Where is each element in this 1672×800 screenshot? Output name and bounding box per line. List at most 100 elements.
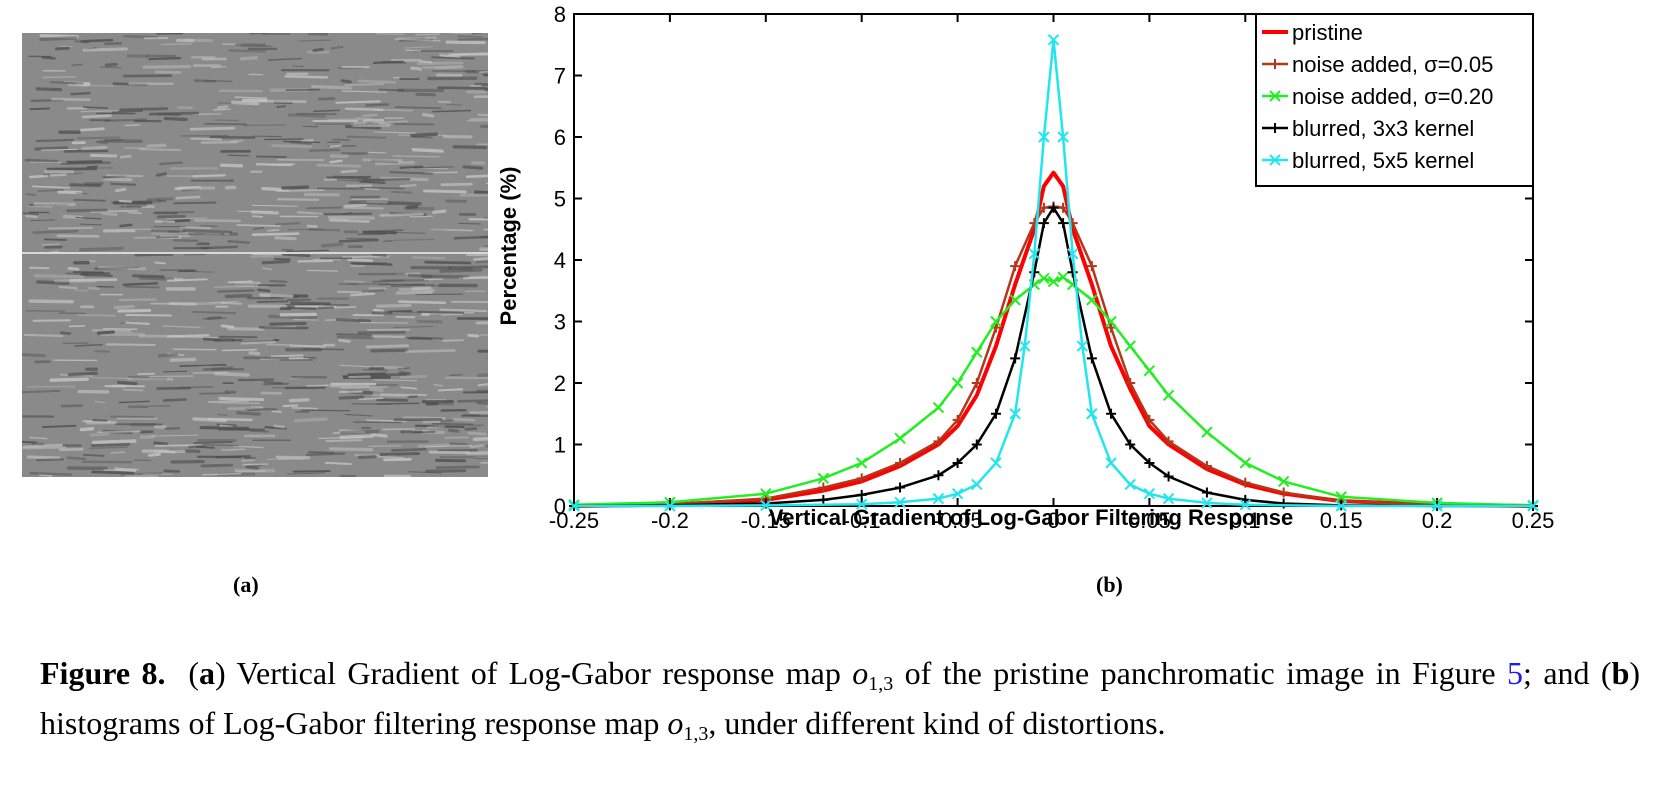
legend-marker — [1270, 59, 1280, 69]
data-point — [1144, 414, 1155, 425]
caption-text: of the pristine panchromatic image in Fi… — [893, 655, 1508, 691]
x-tick-label: -0.15 — [741, 508, 791, 533]
data-point — [952, 457, 963, 468]
data-point — [1057, 131, 1069, 143]
data-point — [1067, 267, 1078, 278]
data-point — [1106, 408, 1117, 419]
data-point — [1086, 408, 1098, 420]
data-point — [1162, 389, 1175, 402]
y-tick-label: 0 — [554, 494, 566, 519]
data-point — [1239, 499, 1252, 511]
legend-label: noise added, σ=0.05 — [1292, 52, 1493, 77]
x-tick-label: 0.25 — [1512, 508, 1555, 533]
y-tick-label: 8 — [554, 2, 566, 27]
data-point — [951, 377, 964, 389]
legend-label: pristine — [1292, 20, 1363, 45]
y-tick-label: 1 — [554, 433, 566, 458]
caption-o-symbol: o — [852, 655, 869, 691]
data-point — [1239, 457, 1252, 469]
legend-marker — [1269, 90, 1281, 102]
data-point — [1125, 439, 1136, 450]
legend-entry: blurred, 3x3 kernel — [1262, 116, 1474, 141]
x-axis-title: Vertical Gradient of Log-Gabor Filtering… — [769, 505, 1293, 530]
legend-entry: blurred, 5x5 kernel — [1262, 148, 1474, 173]
y-tick-label: 5 — [554, 187, 566, 212]
figure-caption: Figure 8. (a) Vertical Gradient of Log-G… — [40, 648, 1640, 748]
data-point — [894, 496, 906, 509]
data-point — [1240, 477, 1251, 488]
figure-ref-link[interactable]: 5 — [1507, 655, 1524, 691]
data-point — [818, 482, 829, 493]
data-point — [760, 487, 772, 500]
data-point — [1163, 436, 1174, 447]
data-point — [1066, 248, 1079, 260]
caption-text: ) histograms of Log-Gabor filtering resp… — [40, 655, 1641, 741]
caption-o-subscript: 1,3 — [683, 723, 709, 745]
legend-label: blurred, 5x5 kernel — [1292, 148, 1474, 173]
legend-box — [1255, 13, 1534, 187]
data-point — [894, 432, 906, 445]
data-point — [895, 457, 906, 468]
data-point — [760, 499, 772, 512]
data-point — [1086, 261, 1097, 272]
data-point — [818, 494, 829, 505]
data-point — [1125, 378, 1136, 388]
x-tick-label: 0.2 — [1422, 508, 1453, 533]
data-point — [1201, 461, 1212, 472]
data-point — [1009, 294, 1021, 306]
gradient-response-map-image — [22, 33, 488, 477]
legend-label: noise added, σ=0.20 — [1292, 84, 1493, 109]
data-point — [1028, 248, 1041, 260]
data-point — [1124, 340, 1136, 352]
caption-o-symbol: o — [667, 705, 684, 741]
caption-text: ( — [188, 655, 199, 691]
panel-a-label: (a) — [233, 572, 259, 597]
data-point — [1058, 202, 1069, 213]
legend-entry: noise added, σ=0.20 — [1262, 84, 1493, 109]
data-point — [932, 401, 945, 414]
data-point — [933, 436, 944, 447]
data-point — [1278, 498, 1289, 509]
x-tick-label: -0.05 — [933, 508, 983, 533]
data-point — [1527, 500, 1539, 512]
data-point — [1038, 218, 1049, 229]
data-point — [1047, 275, 1060, 288]
y-tick-label: 2 — [554, 371, 566, 396]
data-point — [990, 315, 1002, 328]
data-point — [1009, 408, 1021, 420]
x-tick-label: -0.2 — [651, 508, 689, 533]
x-tick-label: -0.1 — [843, 508, 881, 533]
data-point — [1278, 487, 1289, 498]
data-point — [1047, 34, 1060, 46]
data-point — [1240, 494, 1251, 505]
caption-text: , under different kind of distortions. — [708, 705, 1166, 741]
data-point — [1201, 426, 1213, 438]
data-point — [1143, 487, 1156, 500]
data-point — [855, 457, 868, 469]
data-point — [1038, 202, 1049, 213]
legend-label: blurred, 3x3 kernel — [1292, 116, 1474, 141]
data-point — [971, 378, 982, 388]
x-tick-label: 0.15 — [1320, 508, 1363, 533]
data-point — [1431, 500, 1443, 512]
data-point — [1076, 340, 1088, 352]
series-line — [573, 170, 1534, 508]
x-tick-label: -0.25 — [549, 508, 599, 533]
legend-marker — [1270, 123, 1280, 133]
data-point — [990, 408, 1001, 419]
data-point — [1105, 457, 1117, 469]
data-point — [1048, 202, 1059, 213]
data-point — [1277, 475, 1290, 488]
data-point — [933, 470, 944, 481]
data-point — [1019, 340, 1031, 352]
data-point — [1163, 471, 1174, 482]
series-layer — [568, 34, 1539, 512]
x-tick-label: 0.05 — [1128, 508, 1171, 533]
data-point — [1029, 267, 1040, 278]
data-point — [1057, 271, 1069, 283]
y-tick-label: 4 — [554, 248, 566, 273]
data-point — [1162, 492, 1175, 505]
data-point — [932, 492, 945, 505]
data-point — [855, 498, 868, 510]
data-point — [1201, 497, 1213, 509]
